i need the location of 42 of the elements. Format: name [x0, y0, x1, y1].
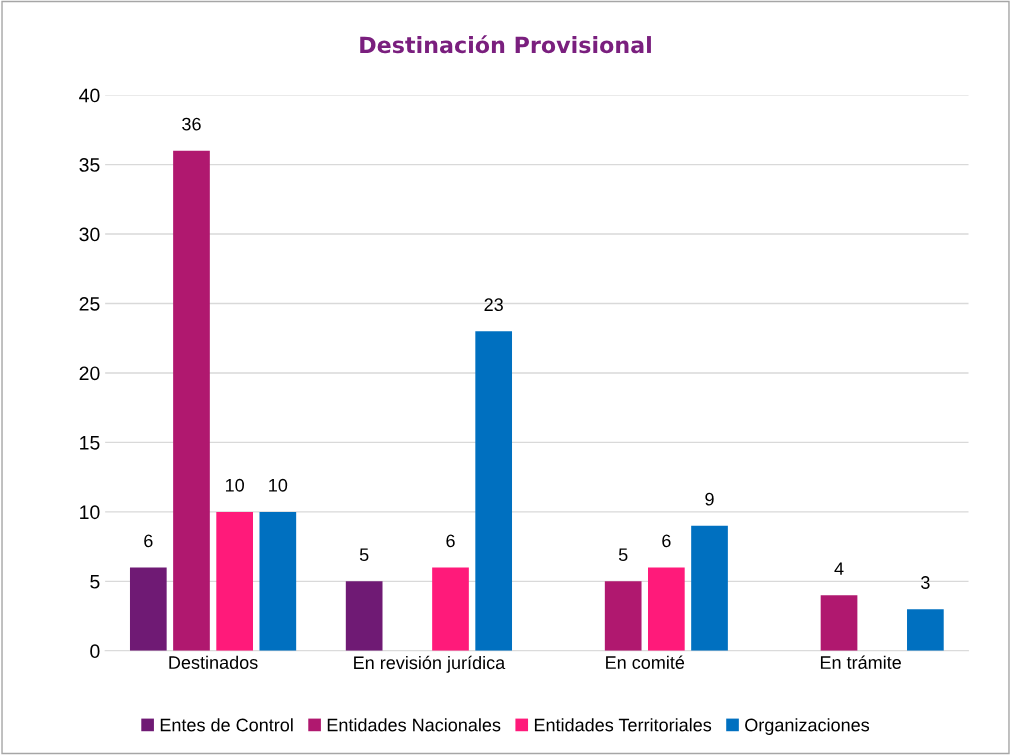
data-label: 4: [834, 562, 844, 575]
data-label: 6: [446, 534, 455, 548]
y-tick-label: 0: [90, 644, 100, 659]
y-tick-label: 20: [79, 366, 100, 381]
chart-title: Destinación Provisional: [360, 35, 651, 54]
y-tick-label: 10: [80, 505, 100, 520]
data-label: 10: [269, 478, 288, 492]
y-tick-label: 35: [79, 158, 100, 172]
legend-label: Entidades Nacionales: [327, 718, 501, 732]
x-tick-label: En revisión jurídica: [354, 655, 506, 673]
bar: [475, 331, 513, 651]
y-tick-label: 5: [90, 575, 100, 589]
data-label: 23: [484, 298, 503, 312]
x-tick-label: Destinados: [169, 655, 258, 669]
y-tick-label: 40: [79, 88, 100, 103]
bar: [173, 150, 210, 651]
bar: [820, 595, 858, 651]
bar: [259, 511, 297, 651]
x-tick-label: En trámite: [820, 655, 901, 669]
y-tick-label: 15: [80, 436, 100, 450]
data-label: 5: [359, 548, 369, 562]
legend-label: Entidades Territoriales: [534, 718, 712, 732]
legend-label: Organizaciones: [745, 718, 870, 735]
data-label: 10: [225, 478, 244, 492]
x-tick-label: En comité: [606, 655, 685, 669]
bar: [432, 567, 469, 651]
data-label: 36: [182, 117, 201, 131]
data-label: 3: [921, 576, 930, 589]
bar: [907, 609, 944, 651]
data-label: 6: [144, 534, 153, 548]
legend-label: Entes de Control: [160, 718, 293, 732]
bar: [691, 525, 728, 651]
bar: [216, 511, 253, 651]
bar: [345, 581, 383, 651]
bar: [604, 581, 642, 651]
data-label: 9: [705, 492, 714, 506]
data-label: 6: [662, 534, 671, 548]
y-tick-label: 30: [79, 227, 100, 242]
bar: [648, 567, 685, 651]
data-label: 5: [618, 548, 628, 562]
bar: [129, 567, 167, 651]
y-tick-label: 25: [79, 296, 100, 311]
